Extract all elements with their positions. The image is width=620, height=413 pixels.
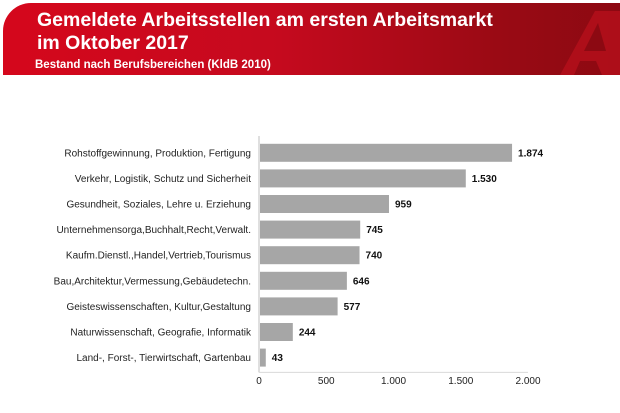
data-label: 1.530	[472, 174, 497, 185]
data-label: 745	[366, 225, 383, 236]
category-label: Bau,Architektur,Vermessung,Gebäudetechn.	[54, 276, 251, 287]
x-tick-label: 2.000	[515, 376, 540, 387]
x-tick-label: 1.500	[448, 376, 473, 387]
header-banner: Gemeldete Arbeitsstellen am ersten Arbei…	[3, 3, 620, 75]
bar	[260, 195, 389, 213]
data-label: 43	[272, 353, 284, 364]
bar	[260, 348, 266, 367]
category-label: Land-, Forst-, Tierwirtschaft, Gartenbau	[76, 353, 251, 364]
page-subtitle: Bestand nach Berufsbereichen (KldB 2010)	[35, 59, 271, 71]
data-label: 959	[395, 200, 412, 211]
x-tick-label: 1.000	[381, 376, 406, 387]
bar	[260, 220, 361, 239]
x-tick-label: 0	[256, 376, 262, 387]
data-label: 1.874	[518, 148, 543, 159]
agency-logo-icon	[560, 11, 620, 75]
category-label: Verkehr, Logistik, Schutz und Sicherheit	[75, 174, 251, 185]
bar	[260, 143, 513, 162]
category-label: Kaufm.Dienstl.,Handel,Vertrieb,Tourismus	[66, 251, 251, 262]
bar	[260, 169, 466, 188]
data-label: 577	[344, 302, 361, 313]
bar	[260, 271, 347, 290]
bar	[260, 246, 360, 265]
data-label: 244	[299, 328, 316, 339]
data-label: 646	[353, 276, 370, 287]
category-label: Rohstoffgewinnung, Produktion, Fertigung	[64, 148, 251, 159]
bar	[260, 297, 338, 316]
category-label: Gesundheit, Soziales, Lehre u. Erziehung	[66, 200, 251, 211]
page-title: Gemeldete Arbeitsstellen am ersten Arbei…	[37, 9, 493, 54]
bar	[260, 323, 293, 341]
category-label: Geisteswissenschaften, Kultur,Gestaltung	[66, 302, 251, 313]
category-label: Unternehmensorga,Buchhalt,Recht,Verwalt.	[56, 225, 251, 236]
data-label: 740	[366, 251, 383, 262]
category-label: Naturwissenschaft, Geografie, Informatik	[70, 328, 252, 339]
x-tick-label: 500	[318, 376, 335, 387]
